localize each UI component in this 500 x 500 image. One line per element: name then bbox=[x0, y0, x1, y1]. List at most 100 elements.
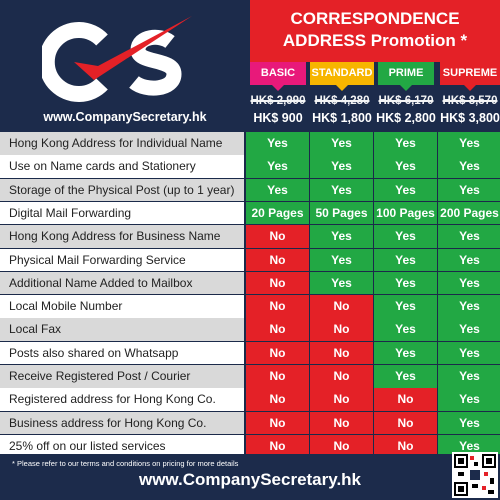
feature-cell-standard: No bbox=[310, 411, 373, 435]
feature-cell-supreme: Yes bbox=[438, 341, 500, 365]
feature-label: Hong Kong Address for Business Name bbox=[0, 225, 244, 248]
promo-title-line2: ADDRESS Promotion * bbox=[282, 31, 468, 50]
feature-cell-prime: No bbox=[374, 434, 437, 458]
feature-cell-supreme: Yes bbox=[438, 365, 500, 388]
feature-cell-prime: Yes bbox=[374, 225, 437, 248]
feature-cell-supreme: Yes bbox=[438, 411, 500, 435]
feature-cell-standard: Yes bbox=[310, 178, 373, 202]
table-row: Business address for Hong Kong Co. No No No… bbox=[0, 411, 500, 436]
feature-label: Use on Name cards and Stationery bbox=[0, 155, 244, 178]
feature-cell-basic: No bbox=[246, 434, 309, 458]
table-row: Digital Mail Forwarding 20 Pages 50 Pages 1… bbox=[0, 201, 500, 226]
table-row: Posts also shared on Whatsapp No No Yes Yes bbox=[0, 341, 500, 366]
feature-cell-basic: No bbox=[246, 225, 309, 248]
table-row: Hong Kong Address for Individual Name Yes… bbox=[0, 132, 500, 156]
feature-cell-basic: No bbox=[246, 341, 309, 365]
feature-cell-basic: No bbox=[246, 365, 309, 388]
feature-label: Hong Kong Address for Individual Name bbox=[0, 132, 244, 155]
feature-cell-prime: Yes bbox=[374, 341, 437, 365]
feature-cell-supreme: Yes bbox=[438, 318, 500, 341]
feature-label: Local Mobile Number bbox=[0, 295, 244, 318]
plan-new-price-0: HK$ 900 bbox=[253, 111, 303, 125]
feature-cell-standard: Yes bbox=[310, 132, 373, 155]
plan-tag-3: SUPREME bbox=[440, 62, 500, 91]
feature-cell-basic: No bbox=[246, 411, 309, 435]
feature-cell-basic: No bbox=[246, 271, 309, 295]
plan-new-price-3: HK$ 3,800 bbox=[440, 111, 500, 125]
plan-old-price-1: HK$ 4,280 bbox=[314, 95, 370, 107]
plan-new-price-2: HK$ 2,800 bbox=[376, 111, 436, 125]
feature-cell-standard: Yes bbox=[310, 155, 373, 178]
feature-label: Receive Registered Post / Courier bbox=[0, 365, 244, 388]
feature-cell-supreme: 200 Pages bbox=[438, 201, 500, 225]
feature-label: Registered address for Hong Kong Co. bbox=[0, 388, 244, 411]
feature-label: Physical Mail Forwarding Service bbox=[0, 248, 244, 271]
feature-label: Additional Name Added to Mailbox bbox=[0, 271, 244, 295]
feature-cell-supreme: Yes bbox=[438, 132, 500, 155]
feature-cell-standard: No bbox=[310, 318, 373, 341]
feature-cell-standard: No bbox=[310, 341, 373, 365]
feature-cell-supreme: Yes bbox=[438, 271, 500, 295]
feature-cell-basic: No bbox=[246, 295, 309, 318]
feature-label: Storage of the Physical Post (up to 1 ye… bbox=[0, 178, 244, 202]
feature-cell-standard: 50 Pages bbox=[310, 201, 373, 225]
brand-url[interactable]: www.CompanySecretary.hk bbox=[43, 110, 207, 124]
feature-cell-basic: Yes bbox=[246, 155, 309, 178]
promo-title-line1: CORRESPONDENCE bbox=[290, 9, 460, 28]
feature-label: Posts also shared on Whatsapp bbox=[0, 341, 244, 365]
footnote: * Please refer to our terms and conditio… bbox=[12, 459, 239, 468]
feature-cell-standard: No bbox=[310, 295, 373, 318]
qr-code-icon[interactable] bbox=[452, 452, 498, 498]
feature-label: Local Fax bbox=[0, 318, 244, 341]
plan-tag-1: STANDARD bbox=[310, 62, 374, 91]
feature-cell-supreme: Yes bbox=[438, 225, 500, 248]
feature-cell-basic: Yes bbox=[246, 132, 309, 155]
feature-cell-standard: Yes bbox=[310, 248, 373, 271]
feature-cell-prime: Yes bbox=[374, 155, 437, 178]
feature-cell-prime: No bbox=[374, 411, 437, 435]
table-row: Additional Name Added to Mailbox No Yes Yes… bbox=[0, 271, 500, 296]
footer-url[interactable]: www.CompanySecretary.hk bbox=[138, 470, 362, 489]
feature-cell-prime: Yes bbox=[374, 132, 437, 155]
feature-cell-standard: No bbox=[310, 388, 373, 411]
feature-cell-supreme: Yes bbox=[438, 155, 500, 178]
feature-cell-basic: Yes bbox=[246, 178, 309, 202]
promo-title: CORRESPONDENCE ADDRESS Promotion * bbox=[250, 0, 500, 62]
feature-cell-basic: No bbox=[246, 248, 309, 271]
table-row: Receive Registered Post / Courier No No Yes… bbox=[0, 365, 500, 389]
feature-label: 25% off on our listed services bbox=[0, 434, 244, 458]
feature-cell-prime: 100 Pages bbox=[374, 201, 437, 225]
table-row: Use on Name cards and Stationery Yes Yes Ye… bbox=[0, 155, 500, 179]
plan-tag-0: BASIC bbox=[250, 62, 306, 91]
feature-cell-prime: Yes bbox=[374, 178, 437, 202]
plan-tag-2: PRIME bbox=[378, 62, 434, 91]
feature-cell-supreme: Yes bbox=[438, 248, 500, 271]
feature-label: Business address for Hong Kong Co. bbox=[0, 411, 244, 435]
plan-old-price-0: HK$ 2,990 bbox=[250, 95, 306, 107]
feature-label: Digital Mail Forwarding bbox=[0, 201, 244, 225]
plan-old-price-3: HK$ 8,570 bbox=[442, 95, 498, 107]
feature-cell-standard: No bbox=[310, 365, 373, 388]
feature-cell-supreme: Yes bbox=[438, 295, 500, 318]
feature-cell-standard: Yes bbox=[310, 271, 373, 295]
feature-cell-prime: Yes bbox=[374, 295, 437, 318]
table-row: 25% off on our listed services No No No Yes bbox=[0, 434, 500, 459]
feature-cell-basic: No bbox=[246, 318, 309, 341]
feature-cell-standard: No bbox=[310, 434, 373, 458]
feature-cell-supreme: Yes bbox=[438, 434, 500, 458]
feature-cell-prime: Yes bbox=[374, 271, 437, 295]
plan-old-price-2: HK$ 6,170 bbox=[378, 95, 434, 107]
feature-cell-basic: No bbox=[246, 388, 309, 411]
table-row: Storage of the Physical Post (up to 1 ye… bbox=[0, 178, 500, 203]
table-row: Local Mobile Number No No Yes Yes bbox=[0, 295, 500, 319]
footer bbox=[0, 454, 500, 500]
feature-cell-supreme: Yes bbox=[438, 178, 500, 202]
table-row: Registered address for Hong Kong Co. No No… bbox=[0, 388, 500, 412]
feature-cell-standard: Yes bbox=[310, 225, 373, 248]
feature-cell-prime: Yes bbox=[374, 248, 437, 271]
feature-cell-prime: No bbox=[374, 388, 437, 411]
feature-cell-prime: Yes bbox=[374, 365, 437, 388]
plan-new-price-1: HK$ 1,800 bbox=[312, 111, 372, 125]
table-row: Local Fax No No Yes Yes bbox=[0, 318, 500, 342]
feature-cell-basic: 20 Pages bbox=[246, 201, 309, 225]
